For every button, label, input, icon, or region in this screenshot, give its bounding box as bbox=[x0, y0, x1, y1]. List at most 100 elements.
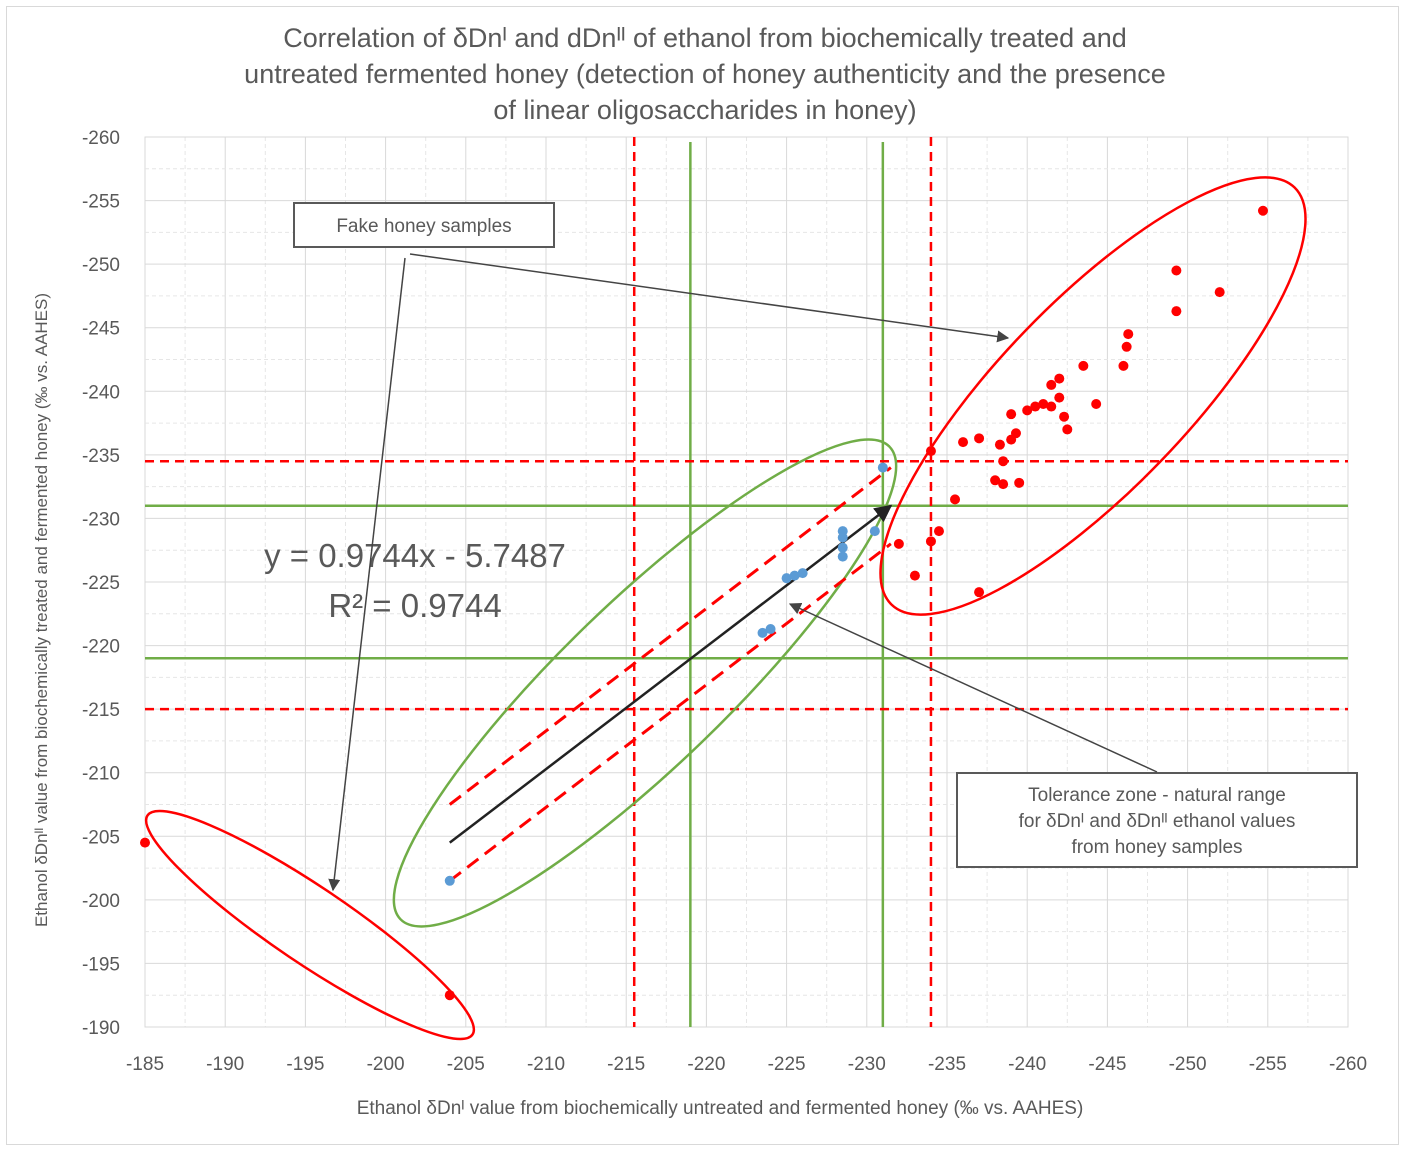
data-point bbox=[990, 475, 1001, 486]
x-tick-label: -230 bbox=[848, 1054, 886, 1075]
data-point bbox=[1091, 399, 1102, 409]
y-tick-label: -230 bbox=[82, 509, 120, 530]
x-axis-label: Ethanol δDnᴵ value from biochemically un… bbox=[356, 1098, 1084, 1119]
fake-samples-callout-box bbox=[293, 202, 555, 248]
data-point bbox=[974, 433, 985, 444]
data-point bbox=[998, 479, 1009, 490]
data-point bbox=[1010, 428, 1021, 439]
y-tick-label: -245 bbox=[82, 319, 120, 340]
data-point bbox=[909, 570, 920, 581]
x-tick-label: -225 bbox=[768, 1054, 806, 1075]
data-point bbox=[1022, 405, 1033, 416]
tolerance-band-line bbox=[448, 542, 892, 882]
x-tick-label: -240 bbox=[1008, 1054, 1046, 1075]
data-point bbox=[1046, 379, 1057, 390]
y-tick-label: -205 bbox=[82, 827, 120, 848]
fake-samples-callout-text: Fake honey samples bbox=[336, 216, 511, 237]
data-point bbox=[925, 446, 936, 457]
tolerance-callout-text-line: Tolerance zone - natural range bbox=[1028, 785, 1286, 806]
y-tick-label: -220 bbox=[82, 637, 120, 658]
data-point bbox=[1062, 424, 1073, 435]
data-point bbox=[1118, 360, 1129, 371]
data-point bbox=[974, 587, 985, 598]
y-tick-label: -210 bbox=[82, 764, 120, 785]
y-tick-label: -235 bbox=[82, 446, 120, 467]
tolerance-callout-arrow bbox=[788, 603, 1158, 773]
data-point bbox=[781, 573, 792, 584]
chart-title-line-1: Correlation of δDnᴵ and dDnᴵᴵ of ethanol… bbox=[283, 23, 1127, 53]
tolerance-callout-box bbox=[956, 772, 1358, 868]
data-point bbox=[837, 551, 848, 562]
data-point bbox=[765, 624, 776, 635]
x-tick-label: -190 bbox=[206, 1054, 244, 1075]
y-axis-label: Ethanol δDnᴵᴵ value from biochemically t… bbox=[32, 292, 51, 928]
tolerance-callout-text-line: from honey samples bbox=[1071, 837, 1242, 858]
fake-samples-arrow-lower bbox=[328, 257, 406, 892]
x-tick-label: -185 bbox=[126, 1054, 164, 1075]
data-point bbox=[1171, 265, 1182, 276]
x-tick-label: -200 bbox=[367, 1054, 405, 1075]
data-point bbox=[1014, 477, 1025, 488]
x-tick-label: -205 bbox=[447, 1054, 485, 1075]
x-tick-label: -210 bbox=[527, 1054, 565, 1075]
data-point bbox=[1054, 373, 1065, 384]
data-point bbox=[140, 837, 150, 848]
x-tick-label: -260 bbox=[1329, 1054, 1367, 1075]
data-point bbox=[1038, 399, 1049, 409]
data-point bbox=[1171, 306, 1182, 317]
x-tick-label: -215 bbox=[607, 1054, 645, 1075]
data-point bbox=[444, 990, 455, 1001]
chart-title-line-2: untreated fermented honey (detection of … bbox=[244, 59, 1166, 89]
y-tick-label: -225 bbox=[82, 573, 120, 594]
y-tick-label: -255 bbox=[82, 192, 120, 213]
x-tick-label: -245 bbox=[1088, 1054, 1126, 1075]
x-tick-label: -235 bbox=[928, 1054, 966, 1075]
data-point bbox=[950, 494, 961, 505]
data-point bbox=[933, 526, 944, 537]
data-point bbox=[797, 568, 808, 579]
data-point bbox=[877, 462, 888, 473]
data-point bbox=[893, 538, 904, 549]
tolerance-callout-text-line: for δDnᴵ and δDnᴵᴵ ethanol values bbox=[1019, 811, 1296, 832]
trendline-arrow bbox=[449, 504, 893, 844]
data-point bbox=[1121, 341, 1132, 352]
x-tick-label: -250 bbox=[1169, 1054, 1207, 1075]
data-point bbox=[869, 526, 880, 537]
data-point bbox=[1054, 392, 1065, 403]
y-tick-label: -250 bbox=[82, 255, 120, 276]
x-tick-label: -195 bbox=[286, 1054, 324, 1075]
y-tick-label: -200 bbox=[82, 891, 120, 912]
data-point bbox=[757, 627, 768, 638]
regression-equation: y = 0.9744x - 5.7487 bbox=[264, 537, 566, 574]
x-tick-label: -220 bbox=[687, 1054, 725, 1075]
data-point bbox=[1059, 411, 1070, 422]
data-point bbox=[1006, 409, 1017, 420]
data-point bbox=[994, 439, 1005, 450]
data-point bbox=[958, 437, 969, 448]
y-tick-label: -260 bbox=[82, 128, 120, 149]
chart-frame bbox=[6, 6, 1399, 1145]
data-point bbox=[1030, 401, 1041, 412]
data-point bbox=[444, 875, 455, 886]
data-point bbox=[1046, 401, 1057, 412]
data-point bbox=[837, 542, 848, 553]
r-squared-label: R² = 0.9744 bbox=[328, 587, 501, 624]
data-point bbox=[837, 526, 848, 537]
fake-samples-arrow-upper bbox=[409, 253, 1010, 343]
data-point bbox=[1078, 360, 1089, 371]
data-point bbox=[1257, 205, 1268, 216]
fake-cluster-ellipse-lower bbox=[144, 809, 476, 1041]
fake-cluster-ellipse-upper bbox=[879, 176, 1307, 616]
data-point bbox=[1123, 329, 1134, 340]
y-tick-label: -195 bbox=[82, 954, 120, 975]
data-point bbox=[925, 536, 936, 547]
tolerance-zone-ellipse bbox=[392, 438, 898, 928]
chart-title: Correlation of δDnᴵ and dDnᴵᴵ of ethanol… bbox=[60, 20, 1350, 128]
tolerance-band-line bbox=[448, 466, 892, 806]
data-point bbox=[998, 456, 1009, 467]
data-point bbox=[1214, 287, 1225, 298]
y-tick-label: -190 bbox=[82, 1018, 120, 1039]
chart-title-line-3: of linear oligosaccharides in honey) bbox=[493, 95, 917, 125]
data-point bbox=[789, 570, 800, 581]
